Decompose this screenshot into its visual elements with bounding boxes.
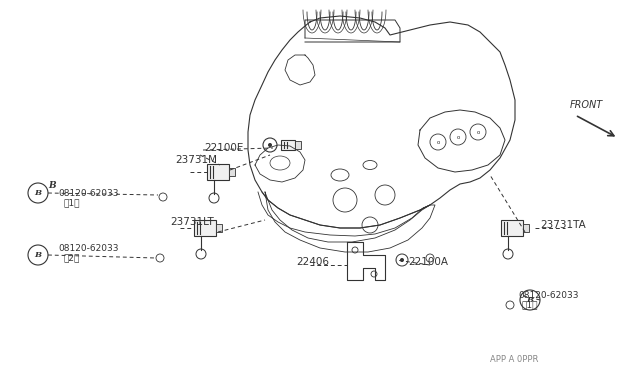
- Text: （1）: （1）: [63, 199, 79, 208]
- Text: B: B: [527, 296, 534, 304]
- Text: 08120-62033: 08120-62033: [518, 291, 579, 299]
- FancyBboxPatch shape: [281, 140, 295, 150]
- Text: o: o: [476, 129, 480, 135]
- Text: o: o: [456, 135, 460, 140]
- Text: APP A 0PPR: APP A 0PPR: [490, 356, 538, 365]
- Text: 22100A: 22100A: [408, 257, 448, 267]
- Text: B: B: [35, 251, 42, 259]
- FancyBboxPatch shape: [295, 141, 301, 149]
- Text: 23731M: 23731M: [175, 155, 217, 165]
- Text: o: o: [436, 140, 440, 144]
- Text: 23731TA: 23731TA: [540, 220, 586, 230]
- FancyBboxPatch shape: [194, 220, 216, 236]
- Text: 22100E: 22100E: [204, 143, 243, 153]
- Circle shape: [268, 143, 272, 147]
- Text: B: B: [35, 189, 42, 197]
- Text: 23731LT: 23731LT: [170, 217, 214, 227]
- Text: （2）: （2）: [63, 253, 79, 263]
- FancyBboxPatch shape: [216, 224, 222, 232]
- Text: 08120-62033: 08120-62033: [58, 244, 118, 253]
- FancyBboxPatch shape: [523, 224, 529, 232]
- Text: （1）: （1）: [522, 301, 538, 310]
- Circle shape: [400, 258, 404, 262]
- FancyBboxPatch shape: [207, 164, 229, 180]
- FancyBboxPatch shape: [501, 220, 523, 236]
- Text: FRONT: FRONT: [570, 100, 604, 110]
- Text: B: B: [48, 180, 56, 189]
- Text: 22406: 22406: [296, 257, 329, 267]
- Text: 08120-62033: 08120-62033: [58, 189, 118, 198]
- FancyBboxPatch shape: [229, 168, 235, 176]
